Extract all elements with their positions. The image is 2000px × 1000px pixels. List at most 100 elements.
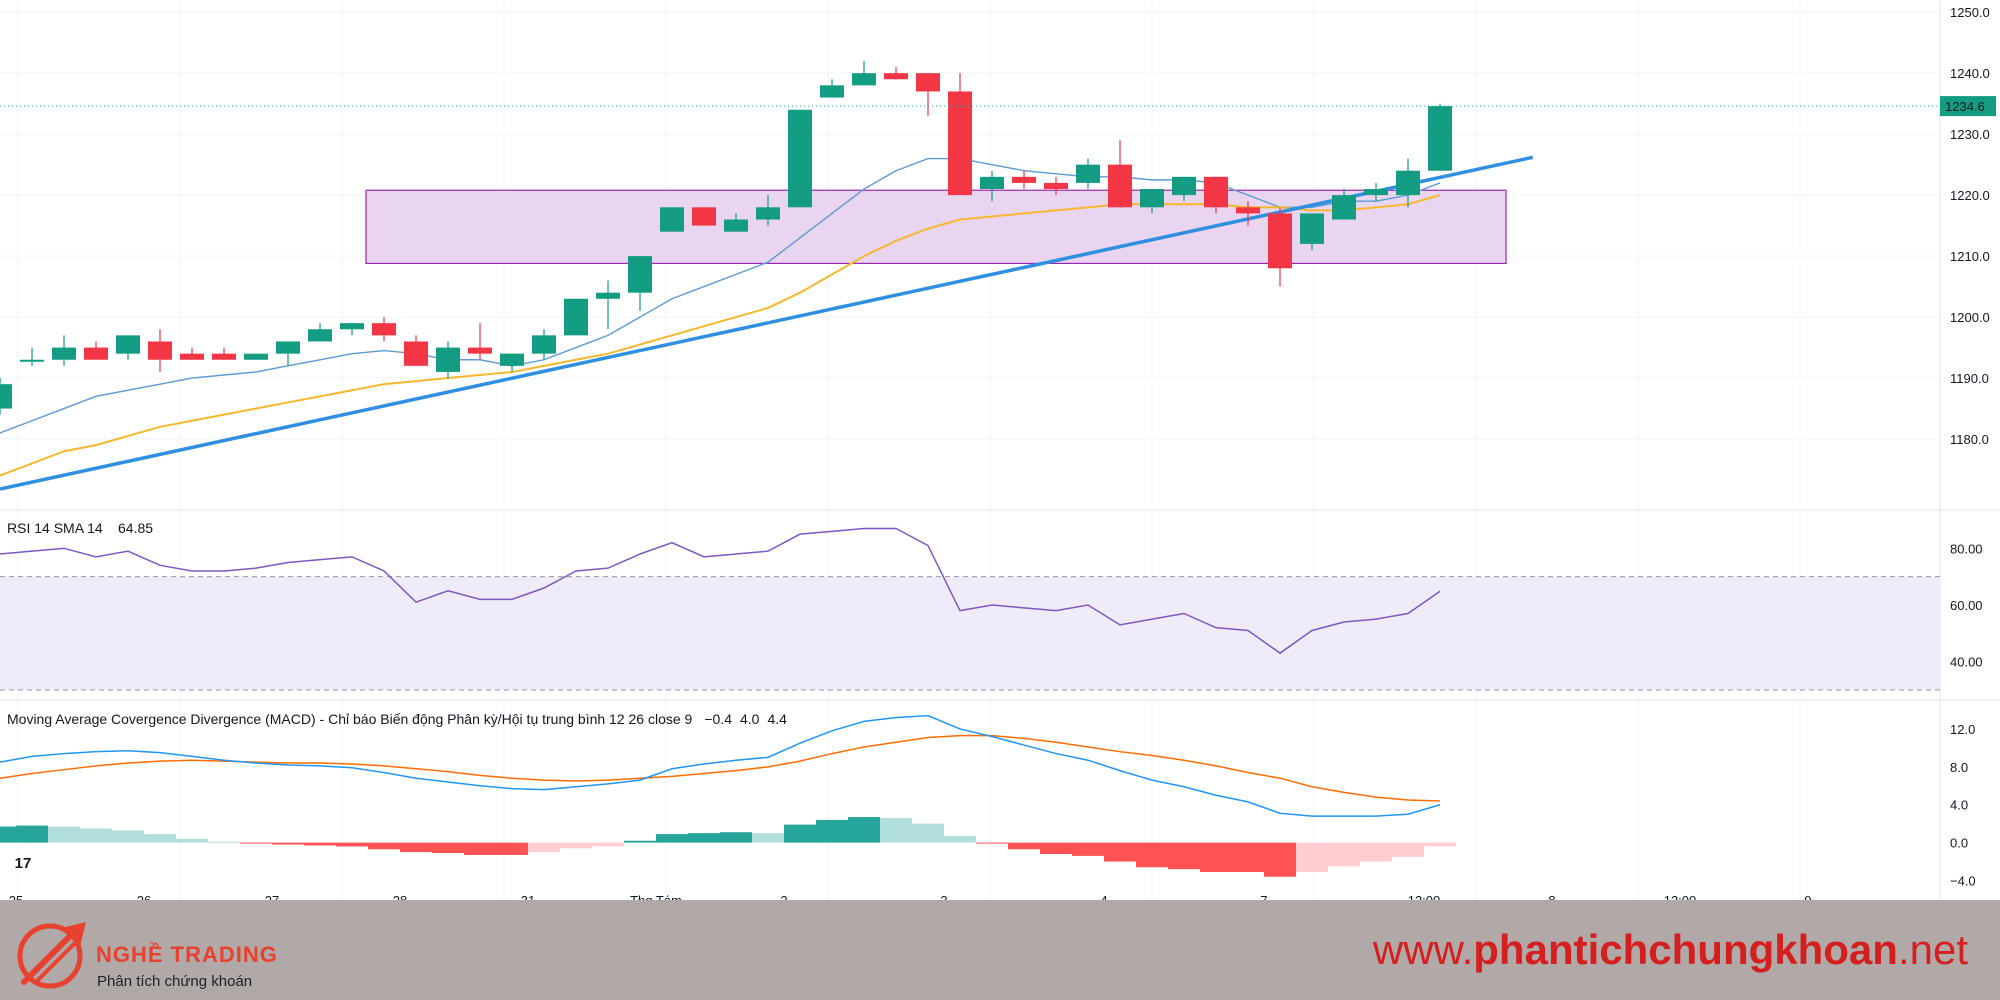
macd-histogram-bar xyxy=(1136,842,1168,868)
footer-banner: NGHỀ TRADING Phân tích chứng khoán www.p… xyxy=(0,900,2000,1000)
rsi-band xyxy=(0,576,1940,690)
candle-body xyxy=(1108,164,1132,208)
candle-body xyxy=(1012,176,1036,183)
candle-body xyxy=(20,359,44,362)
candle-body xyxy=(116,335,140,354)
candle xyxy=(948,73,972,196)
candle xyxy=(788,109,812,208)
url-prefix: www. xyxy=(1372,926,1474,973)
time-tick-label: 25 xyxy=(9,893,23,900)
candle-body xyxy=(628,256,652,293)
macd-histogram-bar xyxy=(208,841,240,843)
time-tick-label: 12:00 xyxy=(1664,893,1697,900)
macd-histogram-bar xyxy=(48,826,80,843)
rsi-line xyxy=(0,527,1441,655)
candle-body xyxy=(1236,207,1260,214)
macd-histogram-bar xyxy=(720,832,752,843)
candle-body xyxy=(212,353,236,360)
macd-tick-label: 0.0 xyxy=(1950,836,1968,851)
macd-histogram-bar xyxy=(976,842,1008,844)
macd-histogram-bar xyxy=(528,842,560,853)
url-suffix: .net xyxy=(1897,926,1968,973)
candle xyxy=(1236,201,1260,226)
macd-tick-label: 8.0 xyxy=(1950,760,1968,775)
macd-histogram-bar xyxy=(1104,842,1136,862)
macd-histogram-bar xyxy=(240,842,272,844)
candles xyxy=(0,60,1452,415)
candle xyxy=(0,378,12,415)
candle xyxy=(692,207,716,226)
candle xyxy=(660,207,684,232)
price-tick-label: 1250.0 xyxy=(1950,5,1990,20)
candle xyxy=(308,323,332,342)
macd-histogram-bar xyxy=(1328,842,1360,867)
candle-body xyxy=(1332,195,1356,220)
macd-histogram-bar xyxy=(304,842,336,846)
chart-canvas[interactable]: 1180.0 1190.0 1200.0 1210.0 1220.0 1230.0 1240… xyxy=(0,0,2000,900)
candle-body xyxy=(340,323,364,330)
candle-body xyxy=(84,347,108,360)
candle xyxy=(820,79,844,98)
trendline-line xyxy=(0,155,1534,491)
candle-body xyxy=(916,73,940,92)
site-url[interactable]: www.phantichchungkhoan.net xyxy=(1373,926,1968,974)
price-tick-label: 1200.0 xyxy=(1950,310,1990,325)
candle-body xyxy=(692,207,716,226)
rsi-tick-label: 80.00 xyxy=(1950,541,1983,556)
macd-histogram-bar xyxy=(176,838,208,843)
macd-histogram-bar xyxy=(1424,842,1456,847)
price-tick-label: 1230.0 xyxy=(1950,127,1990,142)
candle-body xyxy=(436,347,460,372)
macd-histogram-bar xyxy=(1392,842,1424,857)
candle-body xyxy=(1396,170,1420,196)
candle xyxy=(884,67,908,80)
candle xyxy=(596,280,620,330)
macd-value: 4.0 xyxy=(740,711,760,727)
candle-body xyxy=(404,341,428,366)
macd-histogram-bar xyxy=(144,834,176,843)
candle-body xyxy=(532,335,556,354)
macd-histogram-bar xyxy=(1296,842,1328,872)
time-tick-label: 27 xyxy=(265,893,279,900)
candle-body xyxy=(180,353,204,360)
macd-histogram-bar xyxy=(752,833,784,843)
candle xyxy=(340,323,364,336)
candle-body xyxy=(1268,213,1292,269)
candle xyxy=(20,347,44,366)
candle xyxy=(980,170,1004,202)
candle xyxy=(724,213,748,232)
candle xyxy=(468,323,492,360)
time-tick-label: 3 xyxy=(940,893,947,900)
candle xyxy=(1044,176,1068,196)
macd-histogram-bar xyxy=(1200,842,1232,872)
macd-histogram-bar xyxy=(624,840,656,843)
brand-tagline: Phân tích chứng khoán xyxy=(97,973,253,990)
time-tick-label: 8 xyxy=(1548,893,1555,900)
grid-lines xyxy=(0,0,2000,900)
macd-histogram-bar xyxy=(912,823,944,843)
macd-histogram-bar xyxy=(496,842,528,855)
macd-histogram-bar xyxy=(816,819,848,843)
candle xyxy=(1428,103,1452,171)
candle xyxy=(404,335,428,366)
candle-body xyxy=(1044,182,1068,190)
macd-line xyxy=(0,714,1441,817)
candle-body xyxy=(372,323,396,336)
macd-histogram-bar xyxy=(1008,842,1040,850)
candle-body xyxy=(948,91,972,196)
macd-histogram-bar xyxy=(1072,842,1104,856)
candle xyxy=(1268,207,1292,287)
candle xyxy=(1012,170,1036,190)
ma-fast-line xyxy=(0,157,1441,434)
price-tick-label: 1180.0 xyxy=(1950,432,1989,447)
time-tick-label: 9 xyxy=(1804,893,1811,900)
candle xyxy=(1364,182,1388,202)
trendline xyxy=(0,155,1534,491)
candle xyxy=(276,341,300,366)
candle xyxy=(1108,140,1132,208)
moving-averages xyxy=(0,157,1441,477)
macd-histogram-bar xyxy=(848,817,880,843)
macd-tick-label: 4.0 xyxy=(1950,798,1968,813)
price-tick-label: 1220.0 xyxy=(1950,188,1990,203)
macd-histogram-bar xyxy=(656,834,688,843)
